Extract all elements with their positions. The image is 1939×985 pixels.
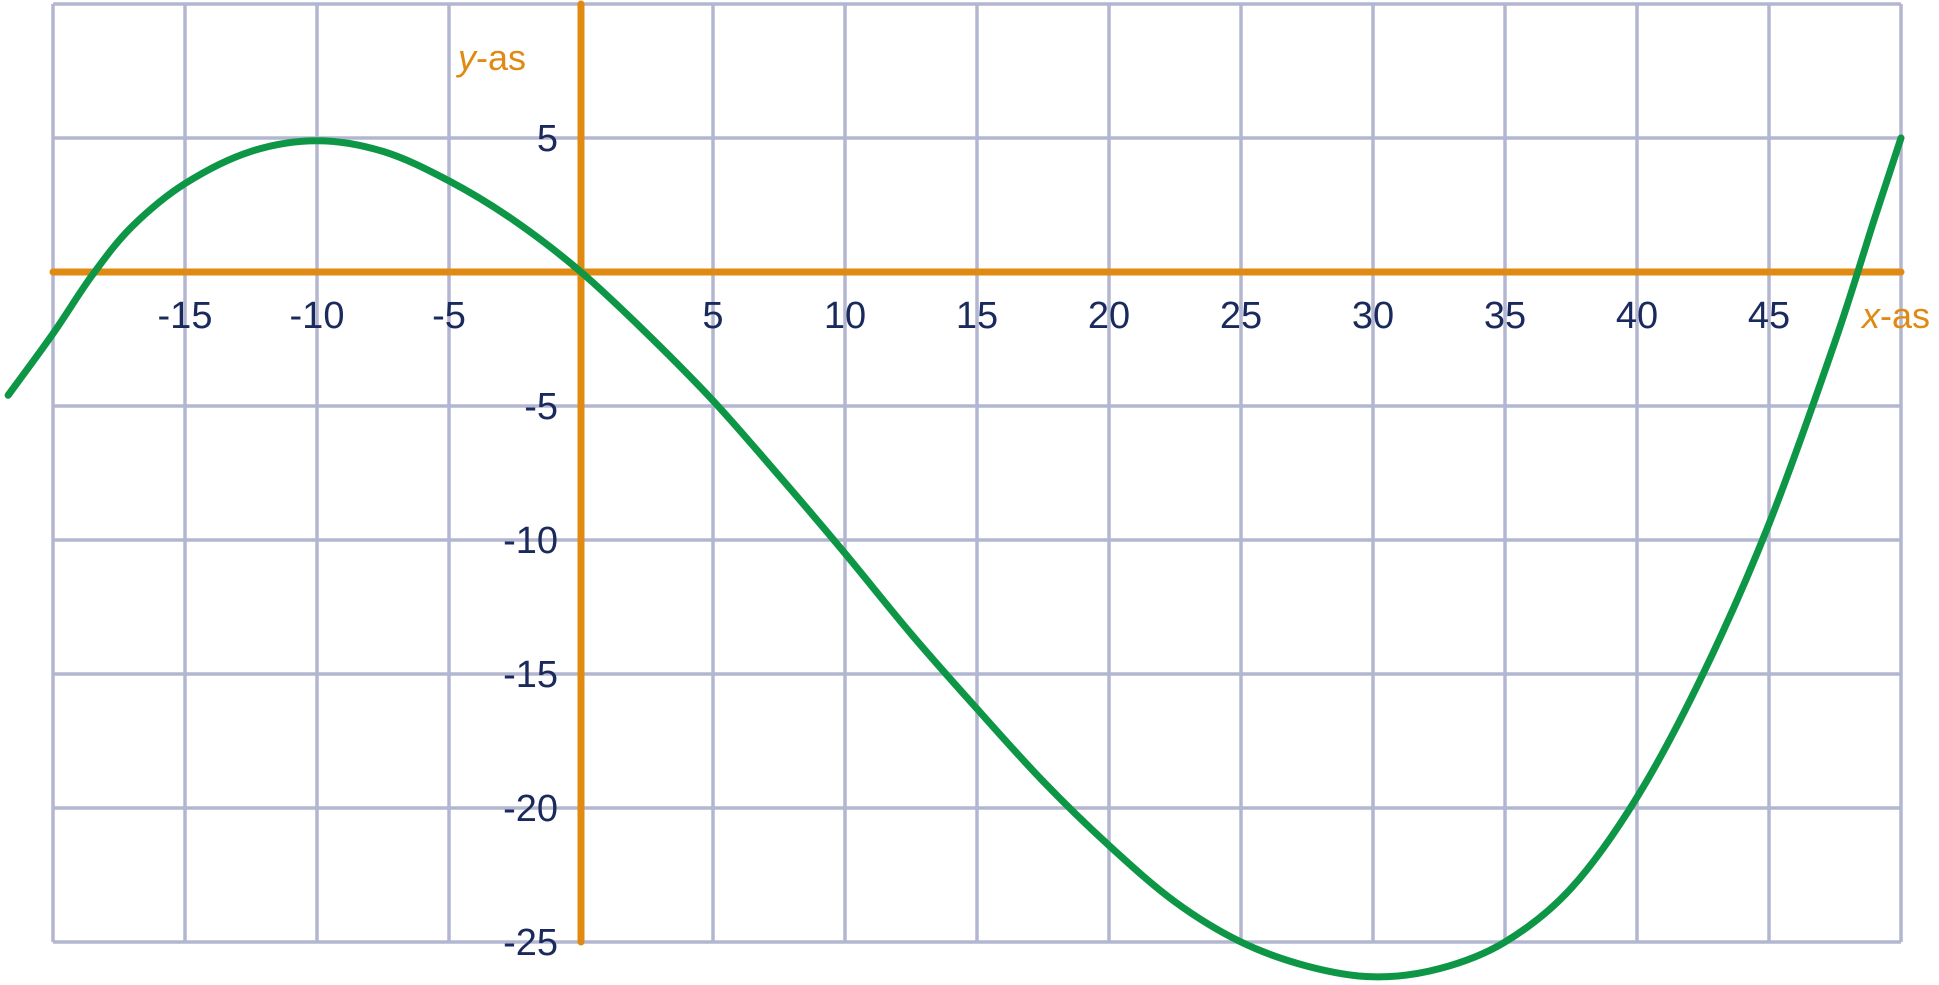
x-tick-label: 25 <box>1220 295 1262 337</box>
x-tick-label: 20 <box>1088 295 1130 337</box>
x-axis-label-suffix: -as <box>1880 295 1930 336</box>
x-axis-label-var: x <box>1860 295 1882 336</box>
y-tick-label: -20 <box>503 788 558 830</box>
x-axis-label: x-as <box>1860 295 1930 336</box>
y-tick-label: -10 <box>503 520 558 562</box>
x-tick-label: -15 <box>158 295 213 337</box>
x-tick-label: 45 <box>1748 295 1790 337</box>
x-tick-label: 10 <box>824 295 866 337</box>
tick-labels: -15 -10 -5 5 10 15 20 25 30 35 40 45 5 -5 -10 -15 -20 -25 <box>158 118 1791 964</box>
y-axis-label-var: y <box>455 37 478 78</box>
axes <box>49 0 1905 946</box>
x-tick-label: -10 <box>290 295 345 337</box>
curve-layer <box>4 134 1905 981</box>
y-axis-label: y-as <box>455 37 526 78</box>
x-tick-label: 35 <box>1484 295 1526 337</box>
y-tick-label: -15 <box>503 654 558 696</box>
y-axis-label-suffix: -as <box>476 37 526 78</box>
function-curve <box>4 134 1905 981</box>
grid <box>51 2 1903 944</box>
x-tick-label: 5 <box>702 295 723 337</box>
x-tick-label: 30 <box>1352 295 1394 337</box>
y-tick-label: 5 <box>537 118 558 160</box>
x-tick-label: -5 <box>432 295 466 337</box>
x-tick-label: 15 <box>956 295 998 337</box>
y-tick-label: -5 <box>524 386 558 428</box>
y-tick-label: -25 <box>503 922 558 964</box>
x-tick-label: 40 <box>1616 295 1658 337</box>
